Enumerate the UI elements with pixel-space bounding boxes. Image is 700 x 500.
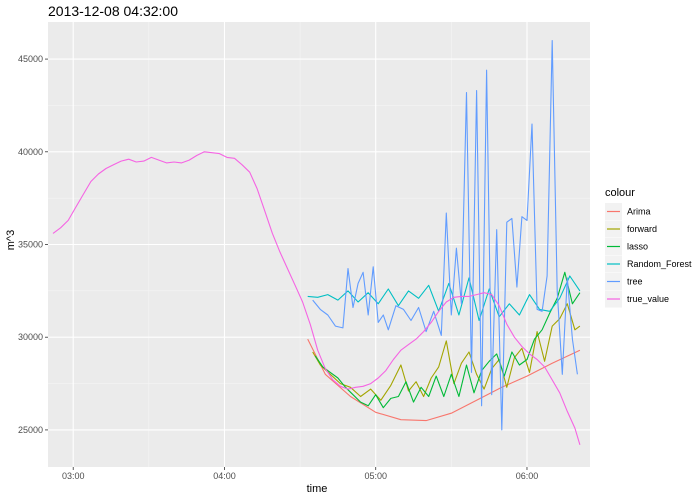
x-tick-label: 04:00 (213, 471, 236, 481)
y-tick-label: 30000 (18, 332, 43, 342)
y-axis-title: m^3 (5, 230, 17, 250)
legend-label: Arima (627, 207, 651, 217)
x-axis-title: time (307, 483, 328, 495)
y-tick-label: 40000 (18, 147, 43, 157)
y-tick-label: 45000 (18, 54, 43, 64)
legend-label: tree (627, 277, 643, 287)
series-line-arima (307, 338, 581, 422)
legend-label: forward (627, 224, 657, 234)
x-axis: 03:00 04:00 05:00 06:00 (62, 467, 538, 481)
x-tick-label: 06:00 (516, 471, 539, 481)
legend-label: Random_Forest (627, 259, 692, 269)
series-line-random-forest (307, 275, 581, 322)
grid-major (48, 22, 590, 467)
legend-title: colour (605, 187, 635, 199)
series-line-lasso (314, 271, 581, 409)
series-line-true-value (52, 151, 581, 445)
series-line-tree (312, 39, 578, 431)
x-tick-label: 03:00 (62, 471, 85, 481)
legend-label: true_value (627, 294, 669, 304)
x-tick-label: 05:00 (364, 471, 387, 481)
series-layer (52, 39, 581, 445)
y-tick-label: 35000 (18, 240, 43, 250)
y-axis: 25000 30000 35000 40000 45000 (18, 54, 48, 435)
series-line-forward (312, 303, 581, 401)
chart-title: 2013-12-08 04:32:00 (48, 3, 178, 19)
y-tick-label: 25000 (18, 425, 43, 435)
legend: colour Arima forward lasso Random_Foresttre… (605, 187, 692, 308)
legend-label: lasso (627, 242, 648, 252)
